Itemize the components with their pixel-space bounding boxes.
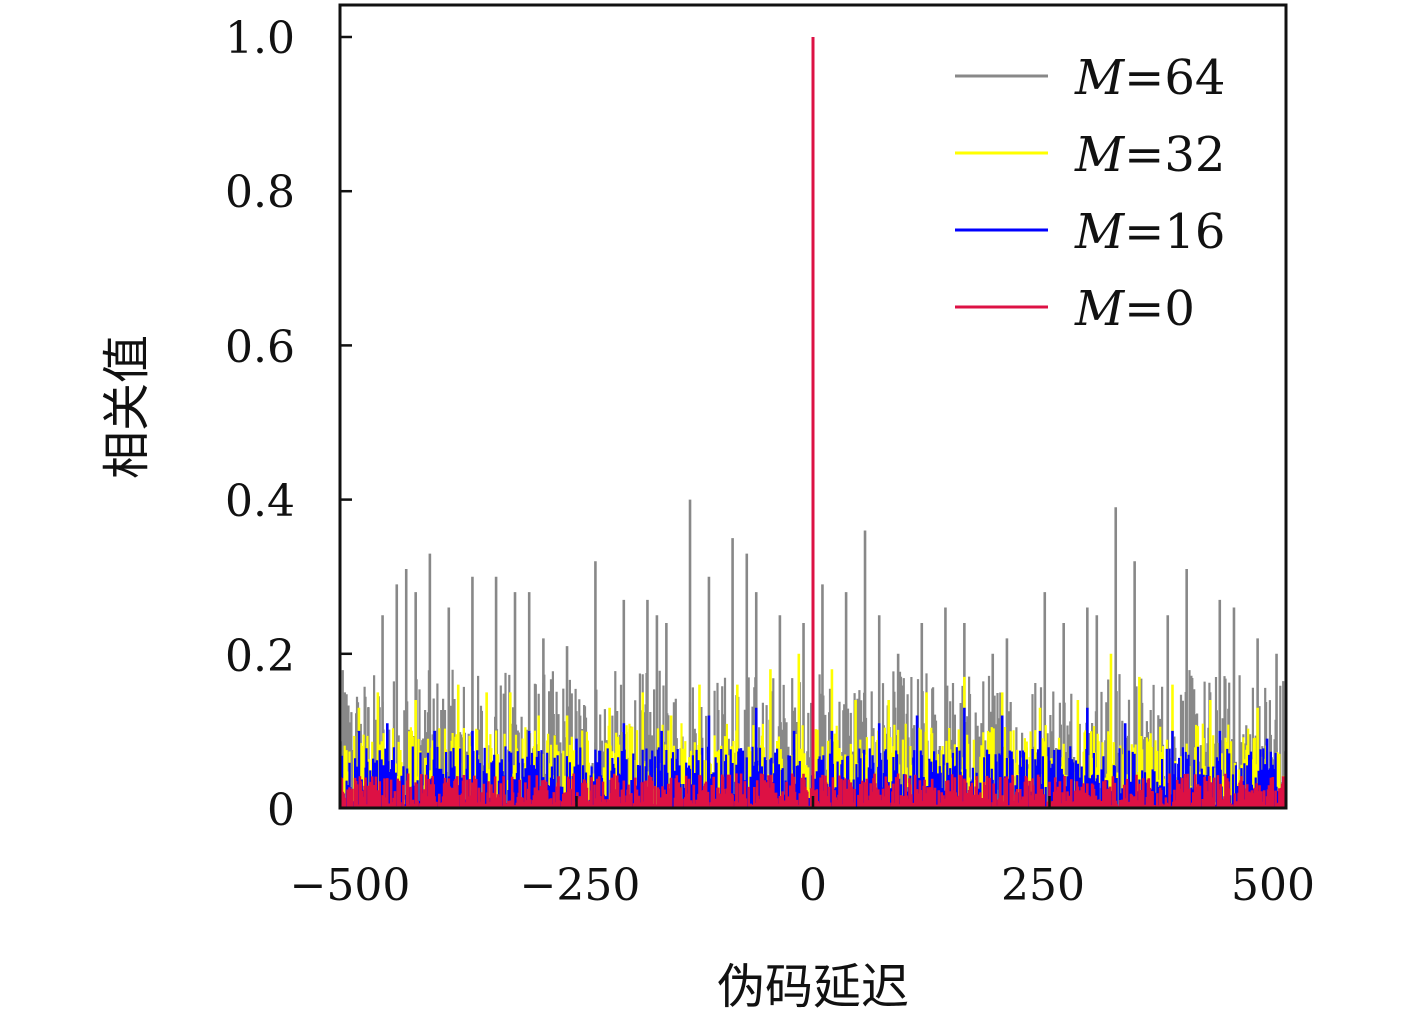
x-axis-title: 伪码延迟 [717,959,909,1015]
x-tick-label-1: −250 [520,860,641,911]
legend-label-m0: M=0 [1074,281,1195,337]
y-tick-label-5: 1.0 [225,13,295,64]
legend-label-m32: M=32 [1074,127,1225,183]
plot-area [338,37,1288,808]
axis-ticks [338,35,1288,810]
x-tick-label-3: 250 [1001,860,1085,911]
y-tick-label-1: 0.2 [225,631,295,682]
x-tick-label-2: 0 [799,860,827,911]
y-tick-label-4: 0.8 [225,167,295,218]
y-tick-label-3: 0.6 [225,322,295,373]
legend-label-m16: M=16 [1074,204,1225,260]
legend: M=64 M=32 M=16 M=0 [955,50,1225,337]
legend-label-m64: M=64 [1074,50,1225,106]
y-tick-label-2: 0.4 [225,476,295,527]
y-tick-label-0: 0 [267,785,295,836]
y-axis-title: 相关值 [99,335,155,479]
x-tick-label-4: 500 [1231,860,1315,911]
x-tick-label-0: −500 [290,860,411,911]
